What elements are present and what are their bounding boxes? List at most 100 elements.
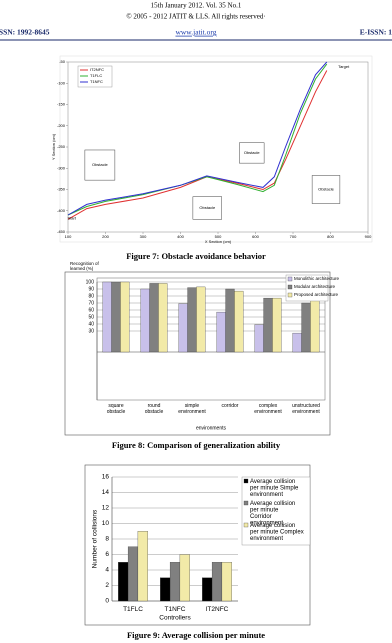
- x-axis-label: X Section (cm): [205, 239, 232, 244]
- obstacle: [192, 196, 222, 220]
- x-tick-label: 800: [327, 234, 334, 239]
- x-tick-label: 900: [365, 234, 372, 239]
- legend-label: Modular architecture: [294, 284, 336, 289]
- y-tick-label: 70: [88, 300, 94, 306]
- y-tick-label: 60: [88, 307, 94, 313]
- obstacle: [311, 175, 341, 204]
- y-axis-label: Y Section (cm): [51, 133, 56, 160]
- annotation: Start: [68, 215, 77, 220]
- x-tick-label: 500: [215, 234, 222, 239]
- bar: [158, 283, 168, 353]
- bar: [178, 303, 188, 353]
- bar: [111, 281, 121, 353]
- obstacle: [84, 149, 116, 181]
- legend-label: Average collision per minute Simple enviro…: [250, 479, 299, 498]
- y-tick-label: -100: [57, 80, 66, 85]
- x-tick-label: 300: [140, 234, 147, 239]
- legend-label: T1NFC: [90, 79, 103, 84]
- legend-label: Average collision per minute Corridor envir…: [250, 501, 295, 527]
- y-tick-label: 80: [88, 293, 94, 299]
- legend-label: Proposed architecture: [294, 292, 339, 297]
- y-tick-label: -450: [57, 229, 66, 234]
- legend-swatch: [243, 478, 249, 484]
- header-issue: 15th January 2012. Vol. 35 No.1: [151, 2, 242, 10]
- x-tick-label: T1FLC: [123, 606, 143, 613]
- bar: [272, 297, 282, 353]
- figure-caption: Figure 7: Obstacle avoidance behavior: [126, 251, 266, 261]
- legend-box: [285, 274, 329, 302]
- x-tick-label: simple environment: [178, 403, 206, 415]
- bar: [263, 297, 273, 353]
- y-tick-label: 8: [105, 536, 109, 543]
- y-tick-label: -150: [57, 102, 66, 107]
- series-line: [67, 63, 328, 216]
- legend-label: T1FLC: [90, 73, 102, 78]
- legend-label: Average collision per minute Complex envir…: [250, 523, 304, 542]
- x-tick-label: 200: [102, 234, 109, 239]
- y-tick-label: 100: [86, 279, 95, 285]
- y-tick-label: -400: [57, 208, 66, 213]
- legend-label: Monolithic architecture: [294, 276, 340, 281]
- bar: [140, 288, 150, 353]
- x-tick-label: unstructured environment: [292, 403, 320, 415]
- y-tick-label: 4: [105, 567, 109, 574]
- y-tick-label: -300: [57, 165, 66, 170]
- x-tick-label: 400: [177, 234, 184, 239]
- x-tick-label: complex environment: [254, 403, 282, 415]
- y-tick-label: -200: [57, 123, 66, 128]
- y-tick-label: -50: [59, 59, 66, 64]
- bar: [310, 297, 320, 353]
- bar: [127, 546, 139, 602]
- x-axis-label: environments: [196, 425, 227, 431]
- y-tick-label: 6: [105, 551, 109, 558]
- annotation: Target: [338, 64, 350, 69]
- figure-caption: Figure 8: Comparison of generalization a…: [112, 440, 281, 450]
- legend-swatch: [287, 284, 293, 290]
- header-copyright: © 2005 - 2012 JATIT & LLS. All rights re…: [126, 13, 265, 21]
- legend-swatch: [243, 522, 249, 528]
- legend-swatch: [287, 292, 293, 298]
- x-tick-label: T1NFC: [165, 606, 186, 613]
- x-tick-label: 100: [65, 234, 72, 239]
- bar: [216, 311, 226, 353]
- bar: [149, 283, 159, 353]
- x-tick-label: 600: [252, 234, 259, 239]
- bar: [120, 281, 130, 353]
- x-tick-label: IT2NFC: [206, 606, 229, 613]
- obstacle-label: Obstacle: [318, 187, 335, 192]
- bar: [221, 562, 232, 602]
- bar: [160, 577, 171, 602]
- legend-swatch: [287, 276, 293, 282]
- bar: [187, 287, 197, 353]
- bar: [211, 562, 223, 602]
- header-eissn: E-ISSN: 1: [360, 28, 392, 37]
- header-url: www.jatit.org: [175, 28, 216, 37]
- y-tick-label: 10: [102, 520, 110, 527]
- x-tick-label: corridor: [222, 403, 239, 409]
- x-axis-label: Controllers: [159, 615, 191, 622]
- x-tick-label: 700: [290, 234, 297, 239]
- bar: [196, 286, 206, 353]
- y-tick-label: 16: [102, 474, 110, 481]
- y-axis-label: Number of collisions: [92, 509, 99, 568]
- bar: [202, 577, 213, 602]
- bar: [292, 332, 302, 353]
- x-tick-label: square obstacle: [107, 403, 126, 415]
- y-tick-label: 14: [102, 489, 110, 496]
- y-tick-label: 0: [105, 598, 109, 605]
- y-tick-label: -250: [57, 144, 66, 149]
- series-line: [67, 70, 328, 220]
- y-tick-label: 12: [102, 505, 110, 512]
- legend-swatch: [243, 500, 249, 506]
- header-issn: ISSN: 1992-8645: [0, 28, 50, 37]
- y-tick-label: 2: [105, 582, 109, 589]
- y-tick-label: 30: [88, 328, 94, 334]
- series-line: [67, 61, 328, 216]
- y-axis-label: Recognition of learned (%): [70, 261, 100, 271]
- bar: [118, 562, 129, 602]
- y-tick-label: 40: [88, 321, 94, 327]
- obstacle: [239, 142, 265, 164]
- bar: [225, 288, 235, 353]
